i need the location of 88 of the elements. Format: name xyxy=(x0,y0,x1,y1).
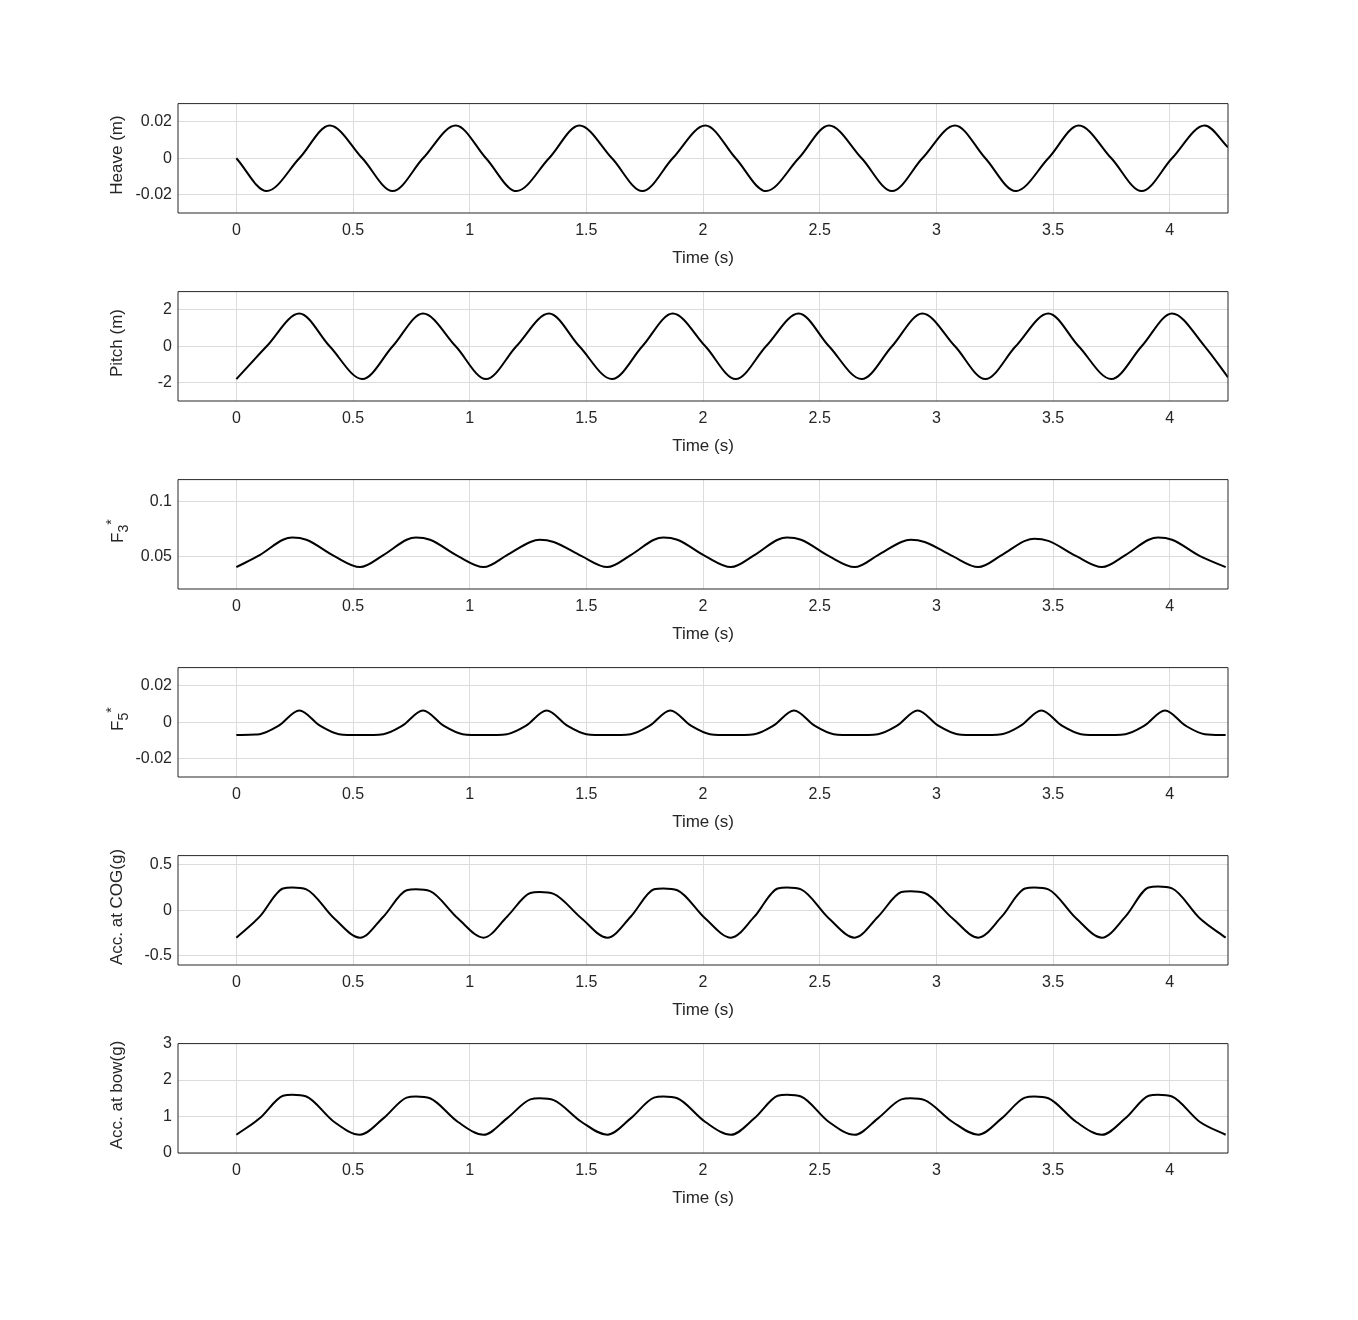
x-tick-label: 3 xyxy=(931,221,941,239)
x-tick-label: 0 xyxy=(231,409,241,427)
x-axis-title: Time (s) xyxy=(672,624,734,644)
x-tick-label: 0.5 xyxy=(341,1161,365,1179)
x-tick-label: 3.5 xyxy=(1041,221,1065,239)
x-tick-label: 4 xyxy=(1165,785,1175,803)
y-tick-label: 0.5 xyxy=(149,855,173,873)
x-tick-label: 3 xyxy=(931,1161,941,1179)
x-tick-label: 0 xyxy=(231,785,241,803)
x-tick-label: 1.5 xyxy=(575,221,598,239)
y-tick-label: 0.02 xyxy=(140,676,173,694)
x-tick-label: 4 xyxy=(1165,597,1175,615)
x-tick-label: 1.5 xyxy=(575,785,598,803)
x-tick-label: 2 xyxy=(698,973,708,991)
x-tick-label: 2.5 xyxy=(808,785,831,803)
x-tick-label: 2.5 xyxy=(808,597,831,615)
line-series xyxy=(235,124,1228,193)
x-axis-title: Time (s) xyxy=(672,1188,734,1208)
x-tick-label: 0.5 xyxy=(341,597,365,615)
y-tick-label: 2 xyxy=(163,300,173,318)
x-tick-label: 0.5 xyxy=(341,409,365,427)
x-tick-label: 2 xyxy=(698,785,708,803)
line-series xyxy=(235,1093,1227,1136)
x-tick-label: 3.5 xyxy=(1041,785,1065,803)
x-axis-title: Time (s) xyxy=(672,248,734,268)
x-tick-label: 2.5 xyxy=(808,221,831,239)
x-tick-label: 3.5 xyxy=(1041,597,1065,615)
x-tick-label: 1 xyxy=(465,597,475,615)
x-tick-label: 2.5 xyxy=(808,1161,831,1179)
y-axis-title: Pitch (m) xyxy=(107,309,127,377)
y-axis-title: Heave (m) xyxy=(107,115,127,195)
x-tick-label: 4 xyxy=(1165,409,1175,427)
x-tick-label: 0.5 xyxy=(341,973,365,991)
y-tick-label: 0 xyxy=(163,336,173,354)
y-tick-label: 3 xyxy=(163,1034,173,1052)
x-tick-label: 2.5 xyxy=(808,973,831,991)
x-tick-label: 1.5 xyxy=(575,1161,598,1179)
x-tick-label: 3.5 xyxy=(1041,1161,1065,1179)
x-axis-title: Time (s) xyxy=(672,436,734,456)
x-axis-title: Time (s) xyxy=(672,812,734,832)
x-tick-label: 3 xyxy=(931,597,941,615)
y-tick-label: 0 xyxy=(163,148,173,166)
x-tick-label: 4 xyxy=(1165,1161,1175,1179)
x-tick-label: 1 xyxy=(465,1161,475,1179)
x-tick-label: 3 xyxy=(931,785,941,803)
x-tick-label: 2 xyxy=(698,597,708,615)
x-tick-label: 1.5 xyxy=(575,409,598,427)
x-tick-label: 1 xyxy=(465,409,475,427)
y-axis-title: Acc. at COG(g) xyxy=(107,848,127,966)
x-tick-label: 0 xyxy=(231,597,241,615)
y-tick-label: 0 xyxy=(163,1143,173,1161)
line-series xyxy=(235,709,1227,737)
x-tick-label: 1 xyxy=(465,221,475,239)
x-tick-label: 0 xyxy=(231,221,241,239)
x-axis-title: Time (s) xyxy=(672,1000,734,1020)
y-tick-label: -2 xyxy=(157,373,173,391)
line-series xyxy=(235,885,1227,939)
y-tick-label: 0.02 xyxy=(140,112,173,130)
line-series xyxy=(235,536,1227,569)
x-tick-label: 2 xyxy=(698,221,708,239)
y-tick-label: -0.02 xyxy=(135,749,173,767)
y-tick-label: 2 xyxy=(163,1070,173,1088)
x-tick-label: 2 xyxy=(698,1161,708,1179)
y-tick-label: -0.5 xyxy=(144,946,173,964)
x-tick-label: 1.5 xyxy=(575,597,598,615)
x-tick-label: 3 xyxy=(931,973,941,991)
y-axis-title: Acc. at bow(g) xyxy=(107,1040,127,1150)
x-tick-label: 0 xyxy=(231,973,241,991)
x-tick-label: 1 xyxy=(465,973,475,991)
y-tick-label: 0.05 xyxy=(140,546,173,564)
x-tick-label: 3 xyxy=(931,409,941,427)
y-tick-label: 0 xyxy=(163,900,173,918)
x-tick-label: 0.5 xyxy=(341,221,365,239)
y-tick-label: 0.1 xyxy=(149,491,173,509)
y-tick-label: 0 xyxy=(163,712,173,730)
x-tick-label: 3.5 xyxy=(1041,409,1065,427)
x-tick-label: 4 xyxy=(1165,221,1175,239)
y-tick-label: 1 xyxy=(163,1106,173,1124)
x-tick-label: 4 xyxy=(1165,973,1175,991)
x-tick-label: 2.5 xyxy=(808,409,831,427)
x-tick-label: 0 xyxy=(231,1161,241,1179)
x-tick-label: 1.5 xyxy=(575,973,598,991)
x-tick-label: 0.5 xyxy=(341,785,365,803)
x-tick-label: 3.5 xyxy=(1041,973,1065,991)
line-series xyxy=(235,312,1228,381)
x-tick-label: 2 xyxy=(698,409,708,427)
y-tick-label: -0.02 xyxy=(135,185,173,203)
x-tick-label: 1 xyxy=(465,785,475,803)
